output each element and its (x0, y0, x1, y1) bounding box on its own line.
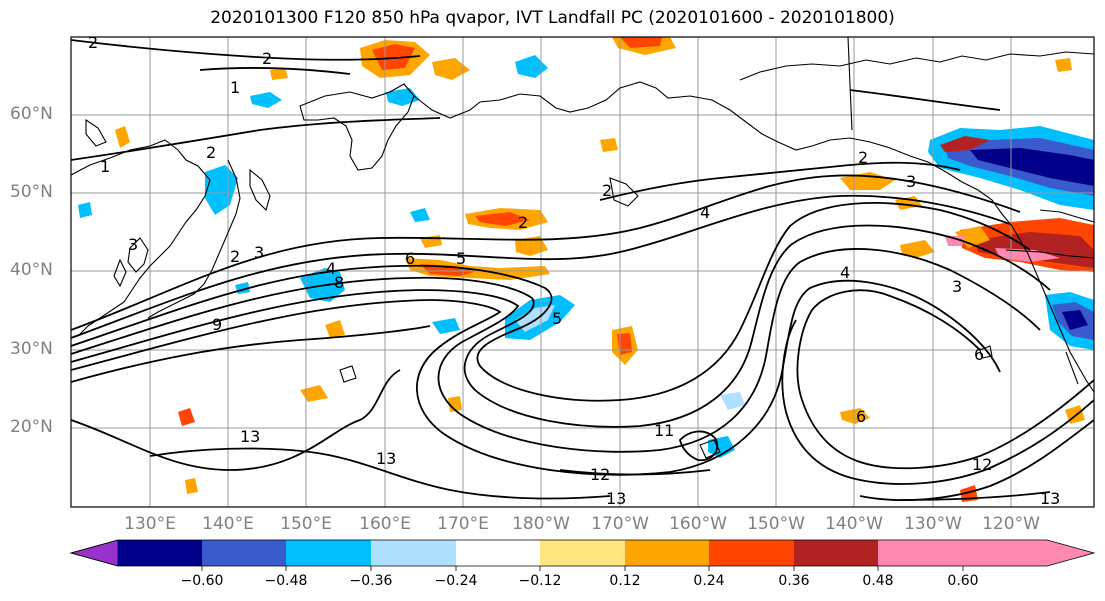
lon-label: 130°E (124, 514, 176, 534)
colorbar-segment (286, 540, 371, 566)
contour-label: 11 (654, 421, 674, 440)
contour-label: 5 (456, 249, 466, 268)
colorbar-segment (118, 540, 202, 566)
colorbar-tick-label: 0.24 (693, 573, 725, 589)
contour-label: 6 (856, 407, 866, 426)
lon-label: 160°W (669, 514, 727, 534)
lat-label: 50°N (10, 182, 53, 202)
map-frame (70, 36, 1095, 508)
contour-label: 6 (405, 249, 415, 268)
colorbar-tick-label: −0.12 (518, 573, 562, 589)
colorbar-segment (540, 540, 625, 566)
colorbar-extend-left (69, 539, 119, 567)
lon-label: 170°E (437, 514, 489, 534)
lat-label: 60°N (10, 104, 53, 124)
colorbar (69, 539, 1096, 571)
contour-label: 6 (974, 345, 984, 364)
colorbar-segment (625, 540, 709, 566)
colorbar-tick-label: 0.48 (862, 573, 894, 589)
contour-label: 4 (326, 259, 336, 278)
contour-label: 13 (240, 427, 260, 446)
contour-label: 4 (840, 263, 850, 282)
colorbar-tick-label: −0.24 (434, 573, 478, 589)
contour-label: 3 (952, 277, 962, 296)
colorbar-segment (202, 540, 286, 566)
contour-label: 3 (128, 235, 138, 254)
contour-label: 3 (254, 243, 264, 262)
lat-label: 20°N (10, 417, 53, 437)
contour-label: 4 (700, 203, 710, 222)
contour-label: 12 (590, 465, 610, 484)
colorbar-segment (794, 540, 878, 566)
map-title: 2020101300 F120 850 hPa qvapor, IVT Land… (210, 8, 895, 28)
contour-label: 13 (376, 449, 396, 468)
colorbar-tick-label: 0.36 (778, 573, 810, 589)
contour-label: 13 (606, 489, 626, 508)
lon-label: 160°E (359, 514, 411, 534)
contour-label: 9 (212, 315, 222, 334)
lat-label: 40°N (10, 260, 53, 280)
colorbar-tick-label: 0.60 (947, 573, 979, 589)
colorbar-segment (878, 540, 963, 566)
contour-label: 2 (88, 33, 98, 52)
colorbar-extend-right (963, 540, 1094, 566)
colorbar-tick-label: −0.48 (264, 573, 308, 589)
colorbar-tick-label: 0.12 (609, 573, 641, 589)
contour-label: 12 (972, 455, 992, 474)
graticule (71, 37, 1094, 507)
contour-label: 2 (602, 181, 612, 200)
ivt-contours (71, 39, 1094, 501)
colorbar-segment (371, 540, 456, 566)
lon-label: 140°E (202, 514, 254, 534)
contour-label: 1 (100, 157, 110, 176)
coastlines (71, 37, 1094, 459)
qvapor-shading (78, 37, 1094, 502)
contour-label: 1 (230, 78, 240, 97)
contour-label: 2 (518, 213, 528, 232)
contour-label: 2 (262, 49, 272, 68)
colorbar-tick-label: −0.36 (349, 573, 393, 589)
lon-label: 150°W (747, 514, 805, 534)
lat-label: 30°N (10, 339, 53, 359)
contour-label: 3 (906, 172, 916, 191)
colorbar-segment (456, 540, 540, 566)
contour-label: 2 (858, 148, 868, 167)
colorbar-segment (709, 540, 794, 566)
lon-label: 170°W (591, 514, 649, 534)
lon-label: 180°W (512, 514, 570, 534)
contour-label: 2 (206, 143, 216, 162)
contour-label: 5 (552, 309, 562, 328)
colorbar-tick-label: −0.60 (180, 573, 224, 589)
contour-label: 13 (1040, 489, 1060, 508)
contour-label: 8 (334, 273, 344, 292)
lon-label: 120°W (982, 514, 1040, 534)
lon-label: 140°W (825, 514, 883, 534)
lon-label: 130°W (904, 514, 962, 534)
contour-label: 2 (230, 247, 240, 266)
lon-label: 150°E (280, 514, 332, 534)
